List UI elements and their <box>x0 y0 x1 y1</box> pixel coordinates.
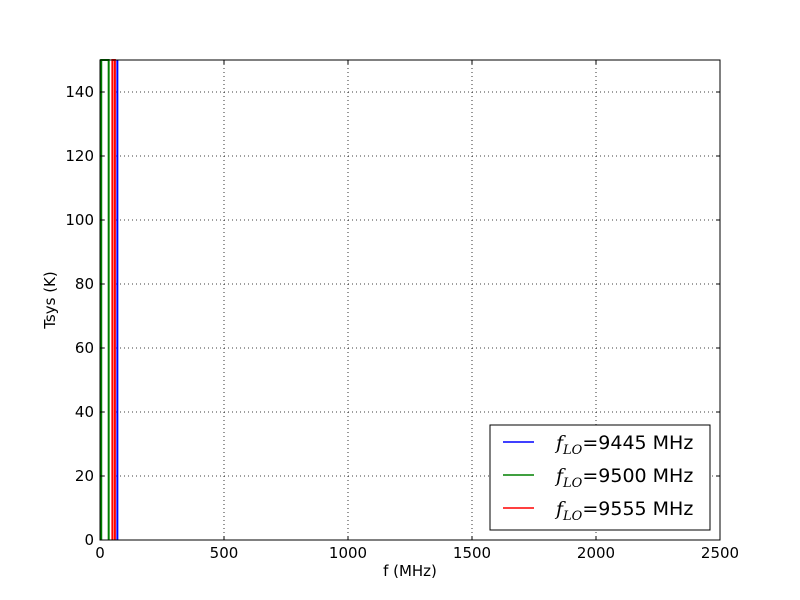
x-tick-label: 2000 <box>577 544 615 562</box>
y-tick-label: 60 <box>75 339 94 357</box>
x-tick-label: 2500 <box>701 544 739 562</box>
x-axis-label: f (MHz) <box>383 562 437 580</box>
legend-label-1: fLO=9445 MHz <box>554 432 693 458</box>
y-tick-label: 40 <box>75 403 94 421</box>
legend: fLO=9445 MHz fLO=9500 MHz fLO=9555 MHz <box>489 424 711 531</box>
x-tick-label: 1500 <box>453 544 491 562</box>
y-axis-label: Tsys (K) <box>41 271 59 330</box>
y-tick-label: 0 <box>84 531 94 549</box>
legend-label-2: fLO=9500 MHz <box>554 465 693 491</box>
tick-layer: 0 500 1000 1500 2000 2500 0 20 40 60 80 100 120 140 <box>65 60 739 562</box>
axes-frame <box>99 59 721 541</box>
legend-label-3: fLO=9555 MHz <box>554 498 693 524</box>
y-tick-label: 80 <box>75 275 94 293</box>
x-tick-label: 0 <box>95 544 105 562</box>
y-tick-label: 140 <box>65 83 94 101</box>
series-line-3 <box>111 59 116 540</box>
y-tick-label: 120 <box>65 147 94 165</box>
y-tick-label: 100 <box>65 211 94 229</box>
y-tick-label: 20 <box>75 467 94 485</box>
x-tick-label: 500 <box>210 544 239 562</box>
series-layer <box>100 59 119 540</box>
x-tick-label: 1000 <box>329 544 367 562</box>
series-line-2 <box>100 59 110 540</box>
